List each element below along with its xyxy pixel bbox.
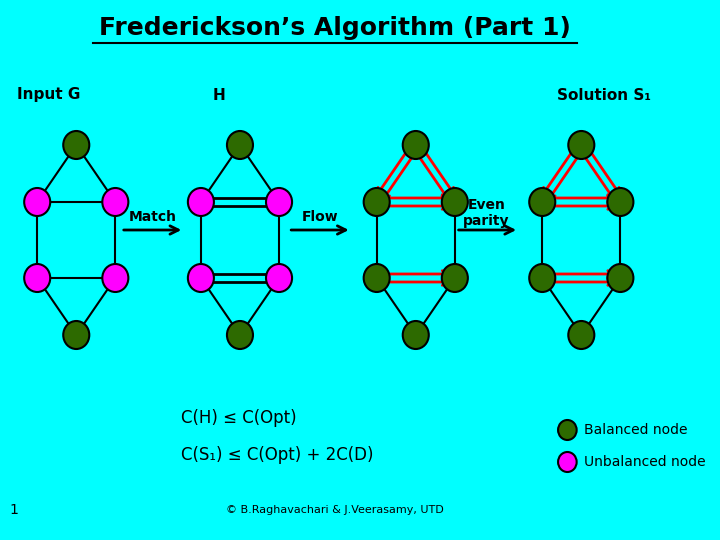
Circle shape xyxy=(558,452,577,472)
Circle shape xyxy=(24,264,50,292)
Text: Flow: Flow xyxy=(302,210,338,224)
Text: C(S₁) ≤ C(Opt) + 2C(D): C(S₁) ≤ C(Opt) + 2C(D) xyxy=(181,446,374,464)
Circle shape xyxy=(63,321,89,349)
Text: © B.Raghavachari & J.Veerasamy, UTD: © B.Raghavachari & J.Veerasamy, UTD xyxy=(226,505,444,515)
Text: Even
parity: Even parity xyxy=(463,198,510,228)
Circle shape xyxy=(102,264,128,292)
Circle shape xyxy=(102,188,128,216)
Circle shape xyxy=(188,264,214,292)
Circle shape xyxy=(227,131,253,159)
Circle shape xyxy=(266,188,292,216)
Circle shape xyxy=(24,188,50,216)
Circle shape xyxy=(364,264,390,292)
Circle shape xyxy=(188,188,214,216)
Text: Solution S₁: Solution S₁ xyxy=(557,87,651,103)
Circle shape xyxy=(568,321,594,349)
Circle shape xyxy=(529,264,555,292)
Circle shape xyxy=(227,321,253,349)
Text: Frederickson’s Algorithm (Part 1): Frederickson’s Algorithm (Part 1) xyxy=(99,16,571,40)
Circle shape xyxy=(558,420,577,440)
Text: Input G: Input G xyxy=(17,87,80,103)
Text: Match: Match xyxy=(129,210,176,224)
Text: Unbalanced node: Unbalanced node xyxy=(584,455,706,469)
Circle shape xyxy=(442,188,468,216)
Circle shape xyxy=(529,188,555,216)
Circle shape xyxy=(568,131,594,159)
Text: Balanced node: Balanced node xyxy=(584,423,688,437)
Circle shape xyxy=(402,131,429,159)
Circle shape xyxy=(402,321,429,349)
Text: 1: 1 xyxy=(9,503,18,517)
Text: H: H xyxy=(212,87,225,103)
Circle shape xyxy=(442,264,468,292)
Circle shape xyxy=(608,188,634,216)
Circle shape xyxy=(608,264,634,292)
Circle shape xyxy=(266,264,292,292)
Text: C(H) ≤ C(Opt): C(H) ≤ C(Opt) xyxy=(181,409,297,427)
Circle shape xyxy=(63,131,89,159)
Circle shape xyxy=(364,188,390,216)
